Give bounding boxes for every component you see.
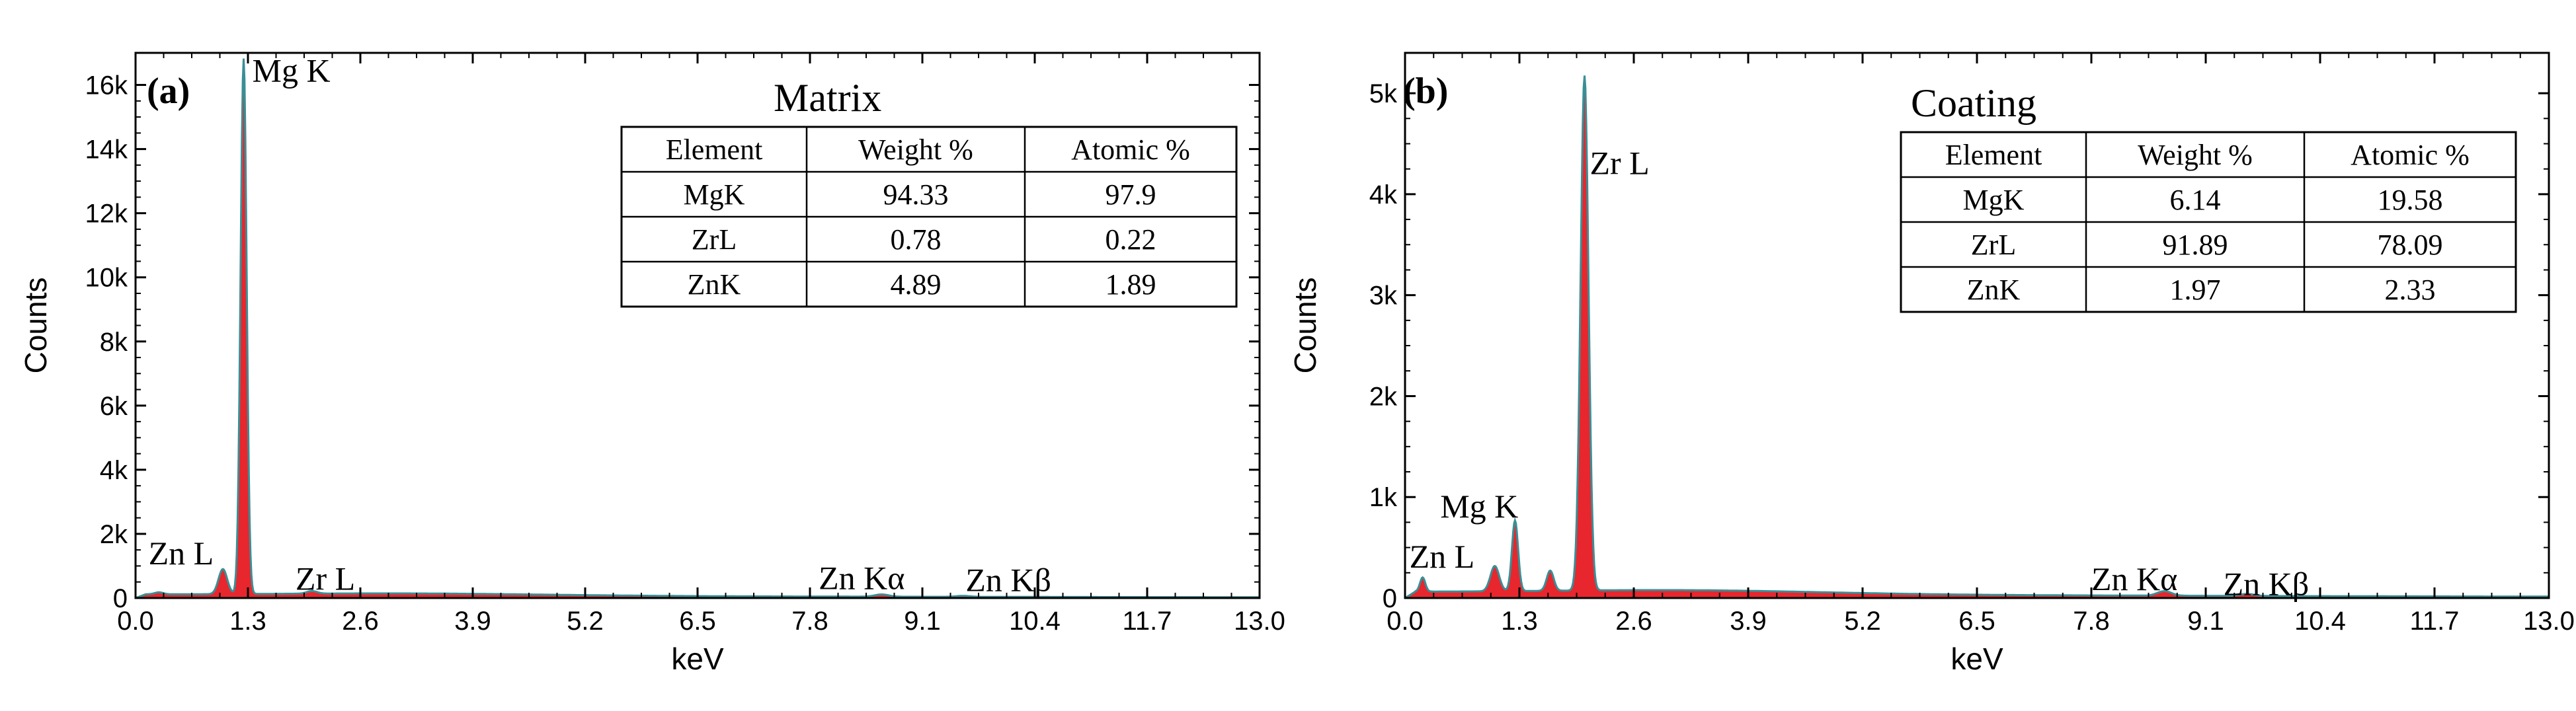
peak-annotation: Zr L [1590,144,1649,181]
table-cell: 6.14 [2170,184,2221,216]
x-axis-title: keV [1951,642,2003,676]
table-cell: MgK [1963,184,2025,216]
y-tick-label: 16k [85,71,128,100]
table-header-cell: Element [1945,139,2042,171]
table-header-cell: Element [666,133,763,166]
y-tick-label: 10k [85,264,128,293]
table-header-cell: Atomic % [2351,139,2470,171]
peak-annotation: Zn Kβ [2224,565,2310,602]
y-tick-label: 4k [100,456,128,485]
y-tick-label: 6k [100,392,128,421]
x-tick-label: 7.8 [791,607,828,636]
table-cell: ZrL [1971,229,2016,261]
y-tick-label: 0 [113,584,128,613]
table-cell: 78.09 [2378,229,2443,261]
x-tick-label: 11.7 [1123,607,1172,636]
table-cell: 0.78 [891,223,942,256]
x-tick-label: 1.3 [229,607,266,636]
y-axis-title: Counts [19,278,53,374]
spectrum-area [136,58,1260,598]
peak-annotation: Zn Kβ [965,561,1051,598]
table-cell: 2.33 [2385,274,2436,306]
x-tick-label: 6.5 [679,607,716,636]
table-cell: ZnK [688,268,741,301]
table-cell: MgK [684,178,745,211]
x-tick-label: 6.5 [1958,607,1995,636]
x-tick-label: 5.2 [567,607,604,636]
table-cell: 91.89 [2163,229,2228,261]
table-header-cell: Atomic % [1071,133,1190,166]
y-axis-title: Counts [1288,278,1322,374]
x-tick-label: 9.1 [2187,607,2224,636]
peak-annotation: Zn L [149,535,214,572]
panel-b: 0.0 1.3 2.6 3.9 5.2 6.5 7.8 9.1 10.4 11.7 13.0 0 1k 2… [1288,52,2575,676]
peak-annotation: Zn L [1410,538,1475,575]
panel-label: (b) [1403,71,1448,112]
x-tick-label: 10.4 [2294,607,2346,636]
peak-annotation: Mg K [1440,488,1518,525]
x-tick-label: 2.6 [342,607,379,636]
x-tick-label: 10.4 [1009,607,1061,636]
y-tick-label: 3k [1369,281,1398,311]
table-title: Coating [1911,81,2036,125]
x-tick-label: 2.6 [1615,607,1652,636]
table-title: Matrix [774,76,881,120]
table-cell: ZrL [692,223,737,256]
table-cell: 19.58 [2378,184,2443,216]
y-tick-label: 1k [1369,483,1398,512]
x-tick-label: 3.9 [454,607,491,636]
y-tick-label: 5k [1369,79,1398,108]
panel-label: (a) [147,71,190,112]
table-cell: 1.97 [2170,274,2221,306]
table-cell: 0.22 [1106,223,1156,256]
x-tick-label: 7.8 [2073,607,2110,636]
y-tick-label: 2k [1369,382,1398,411]
x-tick-label: 0.0 [117,607,154,636]
x-tick-label: 11.7 [2410,607,2460,636]
x-tick-label: 1.3 [1501,607,1538,636]
x-tick-label: 3.9 [1730,607,1767,636]
y-tick-label: 14k [85,135,128,165]
peak-annotation: Zn Kα [2091,560,2177,597]
x-tick-label: 9.1 [904,607,941,636]
x-axis-title: keV [671,642,724,676]
table-cell: 94.33 [883,178,949,211]
x-tick-label: 13.0 [2523,607,2575,636]
y-tick-label: 8k [100,328,128,357]
x-tick-label: 5.2 [1844,607,1881,636]
x-tick-label: 13.0 [1234,607,1285,636]
y-tick-label: 0 [1383,584,1397,613]
peak-annotation: Zr L [296,560,355,597]
table-header-cell: Weight % [2138,139,2253,171]
table-header-cell: Weight % [858,133,973,166]
x-tick-label: 0.0 [1387,607,1424,636]
y-tick-label: 2k [100,520,128,549]
peak-annotation: Mg K [253,52,331,89]
table-cell: ZnK [1967,274,2021,306]
panel-a: 0.0 1.3 2.6 3.9 5.2 6.5 7.8 9.1 10.4 11.7 13.0 0 2k 4… [19,52,1285,676]
table-cell: 97.9 [1106,178,1156,211]
peak-annotation: Zn Kα [819,559,905,596]
table-cell: 1.89 [1106,268,1156,301]
table-cell: 4.89 [891,268,942,301]
y-tick-label: 12k [85,200,128,229]
y-tick-label: 4k [1369,180,1398,209]
